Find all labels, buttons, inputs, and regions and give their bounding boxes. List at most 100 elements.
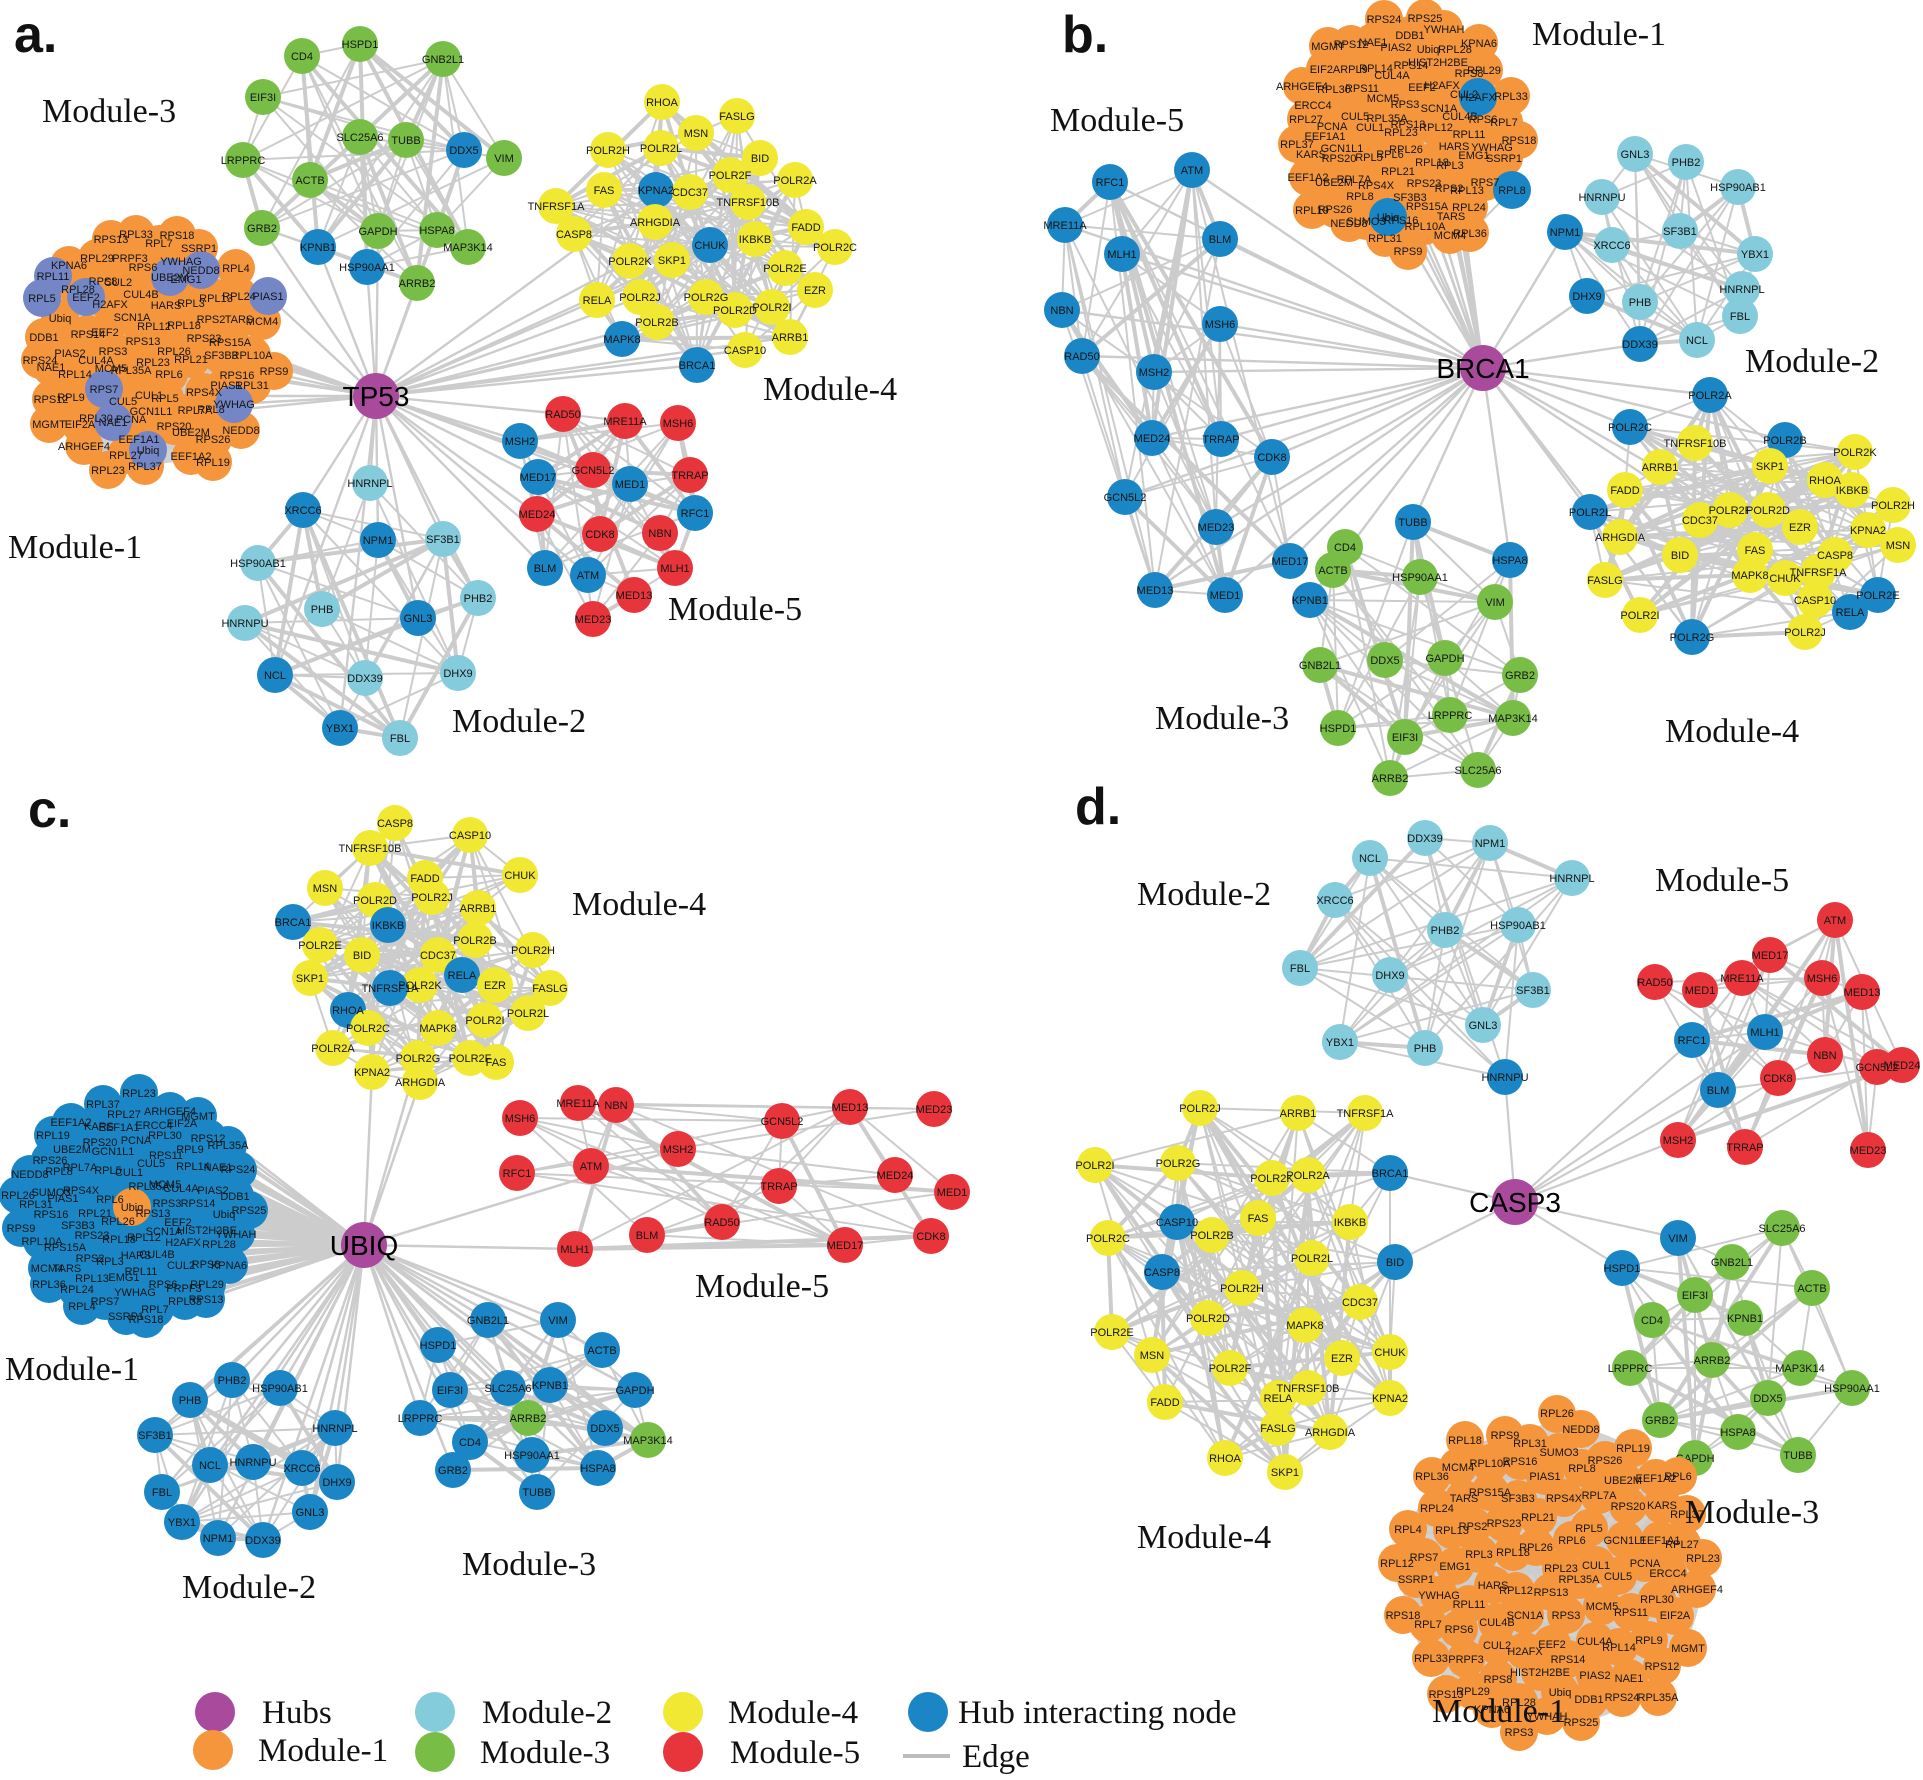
svg-text:RPS23: RPS23	[187, 333, 222, 345]
svg-text:PCNA: PCNA	[1630, 1558, 1661, 1570]
svg-text:NPM1: NPM1	[1475, 838, 1506, 850]
svg-text:RPL21: RPL21	[174, 354, 208, 366]
svg-text:HSP90AA1: HSP90AA1	[1392, 572, 1448, 584]
svg-text:RPL27: RPL27	[107, 1109, 141, 1121]
svg-text:DDX39: DDX39	[1407, 833, 1442, 845]
svg-text:RPS16: RPS16	[1503, 1456, 1538, 1468]
svg-text:RPL27: RPL27	[1665, 1539, 1699, 1551]
svg-text:HNRNPU: HNRNPU	[1578, 192, 1625, 204]
svg-text:RPS20: RPS20	[157, 421, 192, 433]
svg-text:RHOA: RHOA	[1809, 475, 1841, 487]
svg-text:RPL6: RPL6	[1664, 1471, 1692, 1483]
svg-text:RPL13: RPL13	[1435, 1525, 1469, 1537]
svg-text:POLR2C: POLR2C	[1086, 1233, 1130, 1245]
svg-text:RPL14: RPL14	[176, 1161, 210, 1173]
svg-text:Module-5: Module-5	[668, 591, 802, 628]
svg-text:YWHAG: YWHAG	[213, 399, 255, 411]
svg-text:MSH6: MSH6	[1205, 319, 1236, 331]
svg-text:Module-2: Module-2	[182, 1569, 316, 1606]
svg-text:MAP3K14: MAP3K14	[623, 1435, 673, 1447]
svg-text:CDC37: CDC37	[1342, 1297, 1378, 1309]
svg-text:HSP90AA1: HSP90AA1	[339, 262, 395, 274]
svg-text:RPL7: RPL7	[145, 238, 173, 250]
svg-text:FADD: FADD	[791, 222, 820, 234]
svg-text:MED23: MED23	[1850, 1145, 1887, 1157]
svg-text:YWHAG: YWHAG	[160, 256, 202, 268]
svg-text:MLH1: MLH1	[1107, 249, 1136, 261]
svg-text:MED13: MED13	[1137, 585, 1174, 597]
svg-text:RFC1: RFC1	[503, 1168, 532, 1180]
svg-text:MAPK8: MAPK8	[1731, 570, 1768, 582]
svg-text:RPL31: RPL31	[1368, 233, 1402, 245]
svg-text:TARS: TARS	[53, 1263, 82, 1275]
svg-text:CUL4A: CUL4A	[163, 1183, 199, 1195]
svg-text:Ubiq: Ubiq	[121, 1202, 144, 1214]
svg-text:RPS8: RPS8	[1484, 1674, 1513, 1686]
svg-text:MAP3K14: MAP3K14	[443, 242, 493, 254]
svg-text:HSPD1: HSPD1	[342, 39, 379, 51]
svg-text:RPS4X: RPS4X	[186, 387, 223, 399]
svg-text:ACTB: ACTB	[587, 1345, 616, 1357]
svg-text:ACTB: ACTB	[295, 175, 324, 187]
svg-text:RPS15A: RPS15A	[44, 1242, 87, 1254]
svg-text:PIAS2: PIAS2	[54, 348, 85, 360]
svg-text:POLR2A: POLR2A	[1286, 1170, 1330, 1182]
svg-text:RPL4: RPL4	[222, 263, 250, 275]
svg-text:MGMT: MGMT	[32, 419, 66, 431]
svg-text:MCM5: MCM5	[149, 1179, 181, 1191]
svg-text:RPS11: RPS11	[149, 1150, 183, 1162]
svg-text:RPS2: RPS2	[1435, 183, 1464, 195]
svg-text:RPS15A: RPS15A	[1406, 201, 1449, 213]
svg-text:EEF1A1: EEF1A1	[1305, 131, 1346, 143]
svg-text:PIAS2: PIAS2	[1579, 1670, 1610, 1682]
svg-text:YWHAH: YWHAH	[1424, 24, 1465, 36]
svg-text:KPNA6: KPNA6	[1474, 1704, 1510, 1716]
svg-text:TNFRSF1A: TNFRSF1A	[362, 983, 420, 995]
svg-text:RPL31: RPL31	[1513, 1438, 1547, 1450]
svg-text:RPL9: RPL9	[1340, 64, 1368, 76]
svg-text:RPL18: RPL18	[167, 320, 201, 332]
svg-text:TARS: TARS	[1450, 1493, 1479, 1505]
svg-text:XRCC6: XRCC6	[1316, 895, 1353, 907]
svg-text:BRCA1: BRCA1	[275, 917, 312, 929]
svg-text:Module-2: Module-2	[1745, 343, 1879, 380]
svg-text:Module-1: Module-1	[8, 529, 142, 566]
svg-text:Edge: Edge	[962, 1739, 1030, 1775]
svg-text:KPNB1: KPNB1	[532, 1380, 568, 1392]
svg-text:UBE2M: UBE2M	[172, 427, 210, 439]
svg-text:POLR2E: POLR2E	[298, 940, 341, 952]
svg-text:VIM: VIM	[1668, 1233, 1688, 1245]
svg-text:RPL35A: RPL35A	[208, 1140, 250, 1152]
svg-text:NPM1: NPM1	[203, 1533, 234, 1545]
svg-text:POLR2H: POLR2H	[1220, 1283, 1264, 1295]
svg-text:RPS12: RPS12	[34, 394, 69, 406]
svg-text:DHX9: DHX9	[1375, 970, 1404, 982]
svg-text:RPS6: RPS6	[1445, 1624, 1474, 1636]
svg-text:RPS4X: RPS4X	[1546, 1493, 1583, 1505]
svg-text:EIF3I: EIF3I	[1392, 732, 1418, 744]
svg-text:CASP8: CASP8	[556, 229, 592, 241]
svg-text:CD4: CD4	[1334, 542, 1356, 554]
svg-text:RPL26: RPL26	[1, 1190, 35, 1202]
svg-text:RPL19: RPL19	[196, 457, 230, 469]
svg-text:PHB: PHB	[1629, 297, 1652, 309]
svg-text:MSN: MSN	[684, 128, 709, 140]
svg-text:RPS6: RPS6	[1469, 114, 1498, 126]
svg-text:EEF2: EEF2	[1408, 82, 1436, 94]
svg-text:EMG1: EMG1	[108, 1272, 139, 1284]
svg-text:PIAS2: PIAS2	[197, 1185, 228, 1197]
svg-text:NEDD8: NEDD8	[1562, 1424, 1599, 1436]
svg-text:RPL24: RPL24	[222, 291, 256, 303]
svg-text:RPS9: RPS9	[260, 366, 289, 378]
svg-text:RPS18: RPS18	[129, 1314, 164, 1326]
svg-text:POLR2C: POLR2C	[1608, 422, 1652, 434]
svg-text:Hubs: Hubs	[262, 1695, 332, 1731]
svg-text:CDC37: CDC37	[672, 187, 708, 199]
svg-text:RPS26: RPS26	[196, 434, 231, 446]
svg-text:EMG1: EMG1	[1439, 1561, 1470, 1573]
svg-text:Module-2: Module-2	[1137, 876, 1271, 913]
svg-text:HARS: HARS	[121, 1250, 152, 1262]
svg-text:POLR2E: POLR2E	[763, 263, 806, 275]
svg-text:NCL: NCL	[1686, 335, 1708, 347]
svg-text:NCL: NCL	[199, 1460, 221, 1472]
